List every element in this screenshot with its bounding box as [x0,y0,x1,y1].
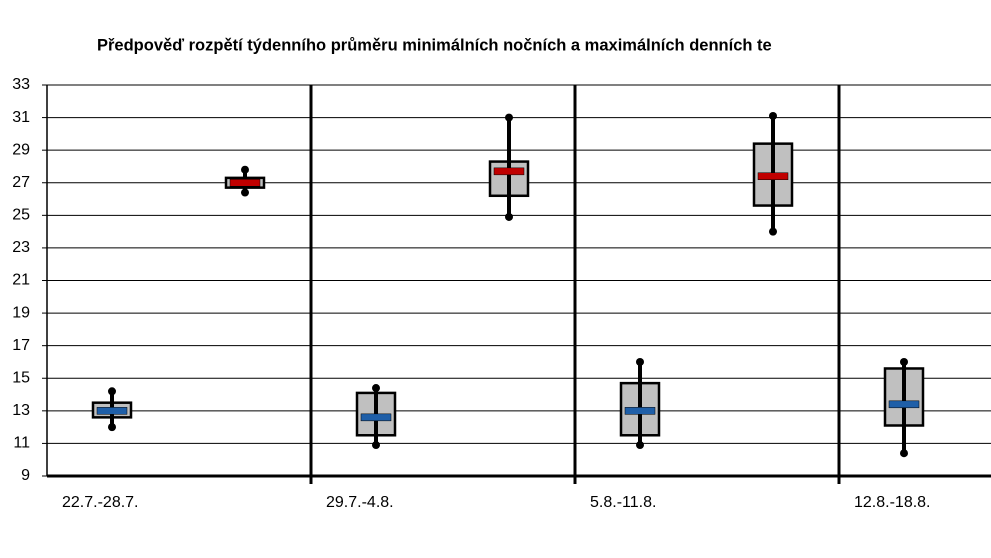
whisker-end [372,441,380,450]
y-tick-label: 31 [12,109,30,126]
chart-title: Předpověď rozpětí týdenního průměru mini… [97,36,772,54]
y-tick-label: 9 [21,467,30,484]
median [493,167,525,176]
y-tick-label: 33 [12,76,30,93]
whisker-end [372,384,380,393]
y-tick-label: 15 [12,369,30,386]
x-tick-label: 22.7.-28.7. [62,494,139,511]
median [360,413,392,422]
y-tick-label: 25 [12,207,30,224]
whisker-end [769,111,777,120]
whisker-end [505,113,513,122]
whisker-end [636,357,644,366]
whisker-end [241,188,249,197]
y-tick-label: 11 [13,435,30,452]
y-tick-label: 29 [12,141,30,158]
x-tick-label: 29.7.-4.8. [326,494,394,511]
y-tick-label: 27 [12,174,30,191]
y-tick-label: 13 [12,402,30,419]
whisker-end [769,227,777,236]
x-tick-label: 12.8.-18.8. [854,494,931,511]
whisker-end [505,212,513,221]
whisker-end [108,387,116,396]
y-tick-label: 21 [12,272,30,289]
y-tick-label: 19 [12,304,30,321]
median [888,400,920,409]
whisker-end [636,441,644,450]
median [624,407,656,415]
median [757,172,789,180]
x-tick-label: 5.8.-11.8. [590,494,656,511]
y-tick-label: 17 [12,337,30,354]
whisker-end [900,357,908,366]
y-tick-label: 23 [12,239,30,256]
whisker-end [900,449,908,458]
whisker-end [241,165,249,174]
whisker-end [108,423,116,432]
median [229,179,261,187]
median [96,407,128,415]
